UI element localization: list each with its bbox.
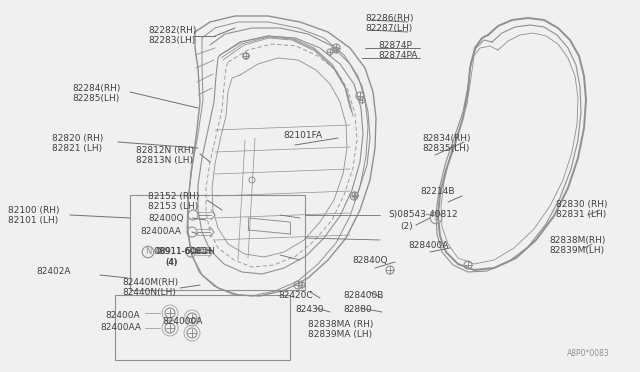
Text: 82812N (RH): 82812N (RH) bbox=[136, 145, 194, 154]
Text: 82830 (RH): 82830 (RH) bbox=[556, 201, 607, 209]
Text: 82420C: 82420C bbox=[278, 291, 312, 299]
Text: 82440M(RH): 82440M(RH) bbox=[122, 278, 178, 286]
Text: (4): (4) bbox=[165, 257, 177, 266]
Text: 828400A: 828400A bbox=[408, 241, 449, 250]
Text: 82440N(LH): 82440N(LH) bbox=[122, 288, 176, 296]
Text: 82214B: 82214B bbox=[420, 187, 454, 196]
Text: 82152 (RH): 82152 (RH) bbox=[148, 192, 200, 201]
Text: 82821 (LH): 82821 (LH) bbox=[52, 144, 102, 153]
Text: 82400AA: 82400AA bbox=[140, 228, 181, 237]
Text: 82400AA: 82400AA bbox=[100, 324, 141, 333]
Text: 824000A: 824000A bbox=[162, 317, 202, 327]
Text: 82101 (LH): 82101 (LH) bbox=[8, 215, 58, 224]
Text: S: S bbox=[433, 214, 438, 222]
Text: 82430: 82430 bbox=[295, 305, 323, 314]
Text: 82284(RH): 82284(RH) bbox=[72, 83, 120, 93]
Text: A8P0*0083: A8P0*0083 bbox=[567, 349, 610, 358]
Text: 82100 (RH): 82100 (RH) bbox=[8, 205, 60, 215]
Bar bbox=[130, 195, 305, 290]
Text: 82285(LH): 82285(LH) bbox=[72, 93, 119, 103]
Text: S)08543-40812: S)08543-40812 bbox=[388, 211, 458, 219]
Text: 82874PA: 82874PA bbox=[378, 51, 417, 60]
Text: 82839MA (LH): 82839MA (LH) bbox=[308, 330, 372, 340]
Text: 82831 (LH): 82831 (LH) bbox=[556, 211, 606, 219]
Text: 08911-6081H: 08911-6081H bbox=[155, 247, 212, 257]
Text: 82874P: 82874P bbox=[378, 41, 412, 49]
Text: 82282(RH): 82282(RH) bbox=[148, 26, 196, 35]
Text: 82101FA: 82101FA bbox=[283, 131, 322, 141]
Text: 82287(LH): 82287(LH) bbox=[365, 23, 412, 32]
Text: 82283(LH): 82283(LH) bbox=[148, 35, 195, 45]
Text: 82286(RH): 82286(RH) bbox=[365, 13, 413, 22]
Text: 828400B: 828400B bbox=[343, 291, 383, 299]
Text: 82400A: 82400A bbox=[105, 311, 140, 321]
Text: 82838MA (RH): 82838MA (RH) bbox=[308, 321, 373, 330]
Text: 82820 (RH): 82820 (RH) bbox=[52, 134, 104, 142]
Bar bbox=[115, 295, 290, 360]
Text: 82835(LH): 82835(LH) bbox=[422, 144, 469, 153]
Text: N: N bbox=[145, 247, 151, 257]
Text: 82153 (LH): 82153 (LH) bbox=[148, 202, 198, 211]
Text: 08911-6081H: 08911-6081H bbox=[153, 247, 215, 257]
Text: 82402A: 82402A bbox=[36, 267, 70, 276]
Text: (4): (4) bbox=[165, 257, 178, 266]
Text: 82813N (LH): 82813N (LH) bbox=[136, 155, 193, 164]
Text: (2): (2) bbox=[400, 222, 413, 231]
Text: 82839M(LH): 82839M(LH) bbox=[549, 246, 604, 254]
Text: 82880: 82880 bbox=[343, 305, 372, 314]
Text: 82400Q: 82400Q bbox=[148, 214, 184, 222]
Text: 82838M(RH): 82838M(RH) bbox=[549, 235, 605, 244]
Text: 82840Q: 82840Q bbox=[352, 256, 387, 264]
Text: 82834(RH): 82834(RH) bbox=[422, 134, 470, 142]
